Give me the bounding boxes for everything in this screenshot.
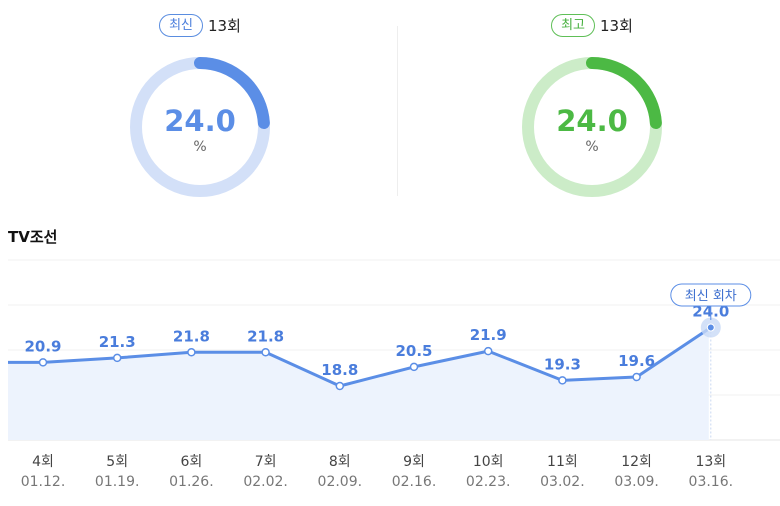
best-rating-panel: 최고 13회 24.0 % bbox=[472, 0, 712, 200]
x-date-label: 03.02. bbox=[540, 474, 585, 490]
best-badge: 최고 bbox=[551, 14, 596, 37]
data-point bbox=[261, 348, 270, 357]
x-tick-label: 10회 bbox=[473, 454, 504, 470]
data-point bbox=[187, 348, 196, 357]
x-date-label: 01.26. bbox=[169, 474, 214, 490]
x-date-label: 03.16. bbox=[689, 474, 734, 490]
data-label: 20.9 bbox=[24, 337, 61, 355]
data-label: 21.3 bbox=[99, 333, 136, 351]
x-tick-label: 5회 bbox=[106, 454, 128, 470]
annotation-text: 최신 회차 bbox=[685, 289, 737, 304]
best-episode: 13회 bbox=[600, 17, 633, 35]
best-gauge-ring bbox=[522, 57, 662, 197]
channel-name: TV조선 bbox=[8, 228, 58, 246]
x-tick-label: 7회 bbox=[255, 454, 277, 470]
data-point bbox=[112, 353, 122, 363]
latest-badge: 최신 bbox=[159, 14, 204, 37]
data-label: 19.6 bbox=[618, 352, 655, 370]
area-fill bbox=[8, 327, 711, 440]
x-date-label: 02.02. bbox=[243, 474, 288, 490]
data-point bbox=[335, 381, 345, 391]
latest-rating-panel: 최신 13회 24.0 % bbox=[80, 0, 320, 200]
data-point bbox=[38, 358, 48, 367]
data-label: 21.8 bbox=[247, 327, 284, 345]
data-label: 21.9 bbox=[470, 326, 507, 344]
data-point bbox=[706, 323, 715, 332]
data-point bbox=[632, 372, 641, 382]
data-point bbox=[558, 376, 567, 385]
data-label: 19.3 bbox=[544, 355, 581, 373]
x-tick-label: 13회 bbox=[695, 454, 726, 470]
x-date-label: 01.12. bbox=[21, 474, 66, 490]
latest-unit: % bbox=[193, 139, 207, 155]
x-tick-label: 9회 bbox=[403, 454, 425, 470]
data-point bbox=[483, 346, 493, 356]
x-tick-label: 4회 bbox=[32, 454, 54, 470]
latest-value: 24.0 bbox=[164, 104, 236, 138]
best-value: 24.0 bbox=[556, 104, 628, 138]
x-tick-label: 6회 bbox=[181, 454, 203, 470]
latest-episode: 13회 bbox=[208, 17, 241, 35]
best-unit: % bbox=[585, 139, 599, 155]
data-label: 20.5 bbox=[395, 342, 432, 360]
x-tick-label: 8회 bbox=[329, 454, 351, 470]
x-date-label: 02.16. bbox=[392, 474, 437, 490]
x-date-label: 01.19. bbox=[95, 474, 140, 490]
data-label: 18.8 bbox=[321, 361, 358, 379]
x-date-label: 02.09. bbox=[318, 474, 363, 490]
data-label: 21.8 bbox=[173, 327, 210, 345]
annotation-badge bbox=[670, 283, 752, 307]
latest-gauge-arc bbox=[130, 57, 270, 197]
x-tick-label: 11회 bbox=[547, 454, 578, 470]
rating-line-chart: 20.9 4회 01.12. 21.3 5회 01.19. 21.8 6회 01.26. 21.8… bbox=[8, 259, 780, 490]
data-point bbox=[409, 362, 419, 372]
best-gauge-arc bbox=[522, 57, 662, 197]
x-tick-label: 12회 bbox=[621, 454, 652, 470]
gauge-divider bbox=[397, 26, 398, 196]
latest-gauge-ring bbox=[130, 57, 270, 197]
x-date-label: 02.23. bbox=[466, 474, 511, 490]
x-date-label: 03.09. bbox=[614, 474, 659, 490]
